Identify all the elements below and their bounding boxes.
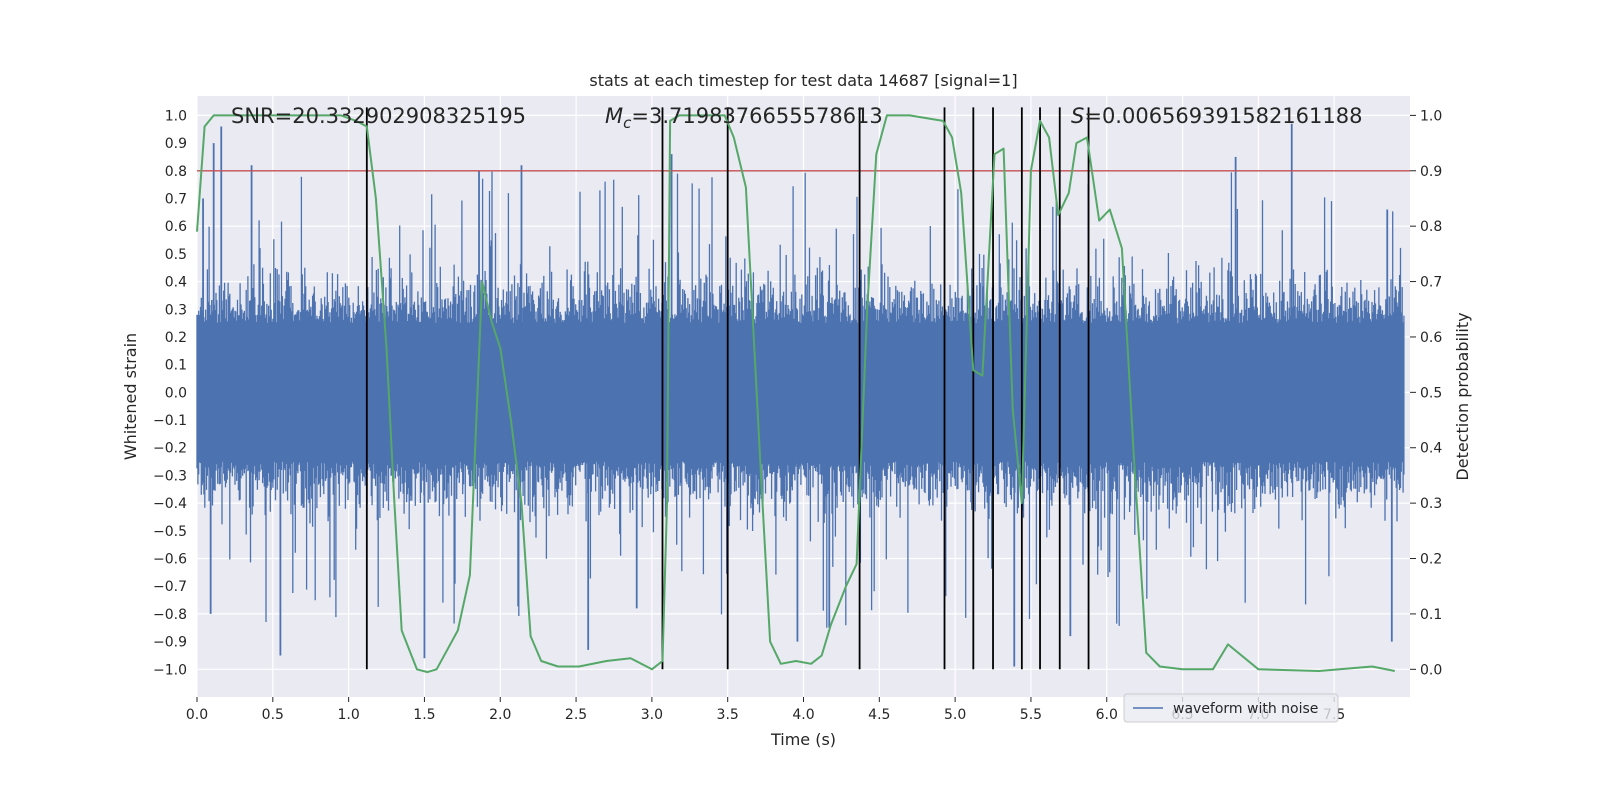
waveform-noise-body bbox=[196, 171, 1405, 628]
y-left-tick-label: −0.3 bbox=[153, 468, 187, 484]
s-annotation: S=0.006569391582161188 bbox=[1071, 104, 1362, 128]
y-left-tick-label: −0.1 bbox=[153, 413, 187, 429]
y-right-tick-label: 0.6 bbox=[1420, 330, 1442, 346]
y-left-tick-label: 0.7 bbox=[165, 191, 187, 207]
x-tick-label: 0.0 bbox=[186, 707, 208, 723]
y-left-tick-label: 0.8 bbox=[165, 164, 187, 180]
y-left-tick-label: 1.0 bbox=[165, 108, 187, 124]
chirp-mass-annotation: Mc=3.7198376655578613 bbox=[605, 104, 883, 132]
y-left-axis-ticks: 1.0 0.9 0.8 0.7 0.6 0.5 0.4 0.3 0.2 0.1 0.0 −0.1 −0.… bbox=[153, 108, 187, 678]
y-left-tick-label: −0.5 bbox=[153, 524, 187, 540]
y-left-tick-label: −0.4 bbox=[153, 496, 187, 512]
y-left-tick-label: −0.2 bbox=[153, 441, 187, 457]
mc-value: =3.7198376655578613 bbox=[631, 104, 882, 128]
y-left-axis-label: Whitened strain bbox=[121, 333, 140, 460]
snr-value: 20.332902908325195 bbox=[292, 104, 526, 128]
y-right-tick-label: 0.8 bbox=[1420, 219, 1442, 235]
x-tick-label: 0.5 bbox=[262, 707, 284, 723]
y-left-tick-label: −0.7 bbox=[153, 579, 187, 595]
x-tick-label: 5.5 bbox=[1020, 707, 1042, 723]
y-left-tick-label: 0.3 bbox=[165, 302, 187, 318]
x-axis-label: Time (s) bbox=[770, 730, 836, 749]
x-tick-label: 3.0 bbox=[641, 707, 663, 723]
y-left-tick-label: −0.9 bbox=[153, 635, 187, 651]
y-right-tick-label: 0.3 bbox=[1420, 496, 1442, 512]
legend: waveform with noise bbox=[1123, 693, 1339, 723]
x-tick-label: 3.5 bbox=[717, 707, 739, 723]
legend-box bbox=[1123, 693, 1339, 723]
y-right-tick-label: 0.2 bbox=[1420, 552, 1442, 568]
y-left-tick-label: −0.8 bbox=[153, 607, 187, 623]
s-symbol: S bbox=[1071, 104, 1084, 128]
x-tick-label: 1.5 bbox=[413, 707, 435, 723]
snr-prefix: SNR= bbox=[231, 104, 292, 128]
y-left-tick-label: 0.6 bbox=[165, 219, 187, 235]
y-left-tick-label: 0.4 bbox=[165, 275, 187, 291]
x-tick-label: 2.5 bbox=[565, 707, 587, 723]
y-right-tick-label: 0.1 bbox=[1420, 607, 1442, 623]
x-tick-label: 4.5 bbox=[868, 707, 890, 723]
y-right-tick-label: 0.7 bbox=[1420, 275, 1442, 291]
y-right-tick-label: 0.0 bbox=[1420, 662, 1442, 678]
y-right-tick-label: 0.5 bbox=[1420, 385, 1442, 401]
marker-vertical-lines bbox=[365, 107, 1090, 670]
y-left-tick-label: 0.5 bbox=[165, 247, 187, 263]
y-left-tick-label: 0.1 bbox=[165, 358, 187, 374]
probability-line bbox=[196, 114, 1395, 674]
legend-label-waveform: waveform with noise bbox=[1173, 701, 1318, 717]
y-right-tick-label: 0.9 bbox=[1420, 164, 1442, 180]
y-right-tick-label: 1.0 bbox=[1420, 108, 1442, 124]
y-left-tick-label: 0.9 bbox=[165, 136, 187, 152]
x-tick-label: 5.0 bbox=[944, 707, 966, 723]
y-left-tick-label: −0.6 bbox=[153, 552, 187, 568]
y-right-axis-ticks: 1.0 0.9 0.8 0.7 0.6 0.5 0.4 0.3 0.2 0.1 0.0 bbox=[1410, 108, 1442, 678]
mc-subscript: c bbox=[623, 114, 632, 132]
chart-title: stats at each timestep for test data 146… bbox=[589, 71, 1017, 90]
x-tick-label: 6.0 bbox=[1096, 707, 1118, 723]
x-tick-label: 1.0 bbox=[337, 707, 359, 723]
x-tick-label: 2.0 bbox=[489, 707, 511, 723]
waveform-series bbox=[196, 123, 1405, 667]
mc-symbol: M bbox=[605, 104, 623, 128]
snr-annotation: SNR=20.332902908325195 bbox=[231, 104, 526, 128]
x-axis-ticks: 0.00.51.01.52.02.53.03.54.04.55.05.56.06… bbox=[186, 697, 1345, 723]
s-value: =0.006569391582161188 bbox=[1084, 104, 1362, 128]
y-left-tick-label: −1.0 bbox=[153, 662, 187, 678]
y-left-tick-label: 0.0 bbox=[165, 385, 187, 401]
x-tick-label: 4.0 bbox=[792, 707, 814, 723]
y-left-tick-label: 0.2 bbox=[165, 330, 187, 346]
y-right-tick-label: 0.4 bbox=[1420, 441, 1442, 457]
detection-probability-series bbox=[196, 114, 1395, 674]
y-right-axis-label: Detection probability bbox=[1453, 312, 1472, 480]
